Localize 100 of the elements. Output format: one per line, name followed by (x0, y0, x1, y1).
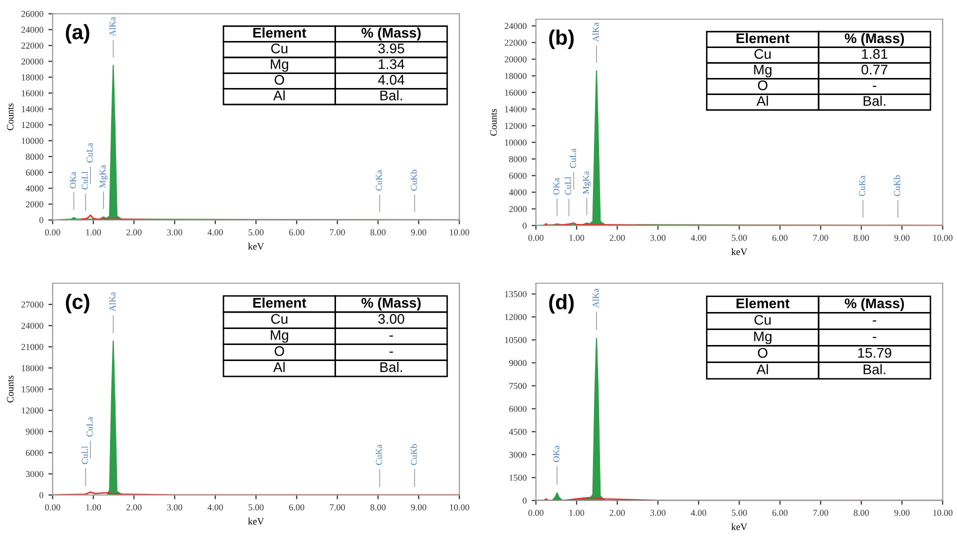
x-tick-label: 4.00 (690, 510, 706, 516)
y-tick-label: 6000 (509, 406, 527, 412)
y-tick-label: 3000 (26, 470, 44, 478)
y-tick-label: 0 (522, 222, 527, 229)
ref-line-label: CuKb (410, 444, 417, 465)
annotation: Bal. (864, 364, 886, 374)
y-tick-label: 6000 (26, 450, 44, 456)
annotation: Bal. (864, 96, 886, 106)
ref-line-label: CuKa (376, 170, 382, 191)
x-tick-label: 2.00 (126, 229, 142, 236)
x-tick-label: 7.00 (813, 510, 828, 516)
y-tick-label: 15000 (22, 386, 44, 392)
ref-line-label: AlKa (592, 22, 599, 42)
x-tick-label: 4.00 (208, 229, 223, 236)
annotation: Bal. (380, 362, 402, 372)
x-axis-title: keV (248, 518, 264, 525)
y-tick-label: 0 (39, 217, 44, 224)
y-tick-label: 2000 (509, 206, 527, 212)
annotation: Mg (270, 59, 288, 72)
ref-line-label: CuLl (564, 176, 572, 195)
ref-line-label: CuLa (570, 148, 576, 168)
x-tick-label: 8.00 (370, 504, 386, 510)
ref-line-label: MgKa (100, 165, 108, 188)
annotation: Element (253, 27, 306, 38)
annotation: Mg (754, 332, 772, 344)
y-tick-label: 24000 (504, 23, 527, 30)
annotation: Al (756, 364, 768, 374)
y-tick-label: 20000 (21, 58, 44, 65)
annotation: Cu (271, 44, 288, 54)
annotation: O (758, 348, 768, 358)
annotation: 3.00 (378, 314, 404, 324)
y-tick-label: 22000 (21, 42, 44, 49)
annotation: O (758, 80, 768, 90)
x-axis-title: keV (731, 523, 748, 530)
y-tick-label: 18000 (22, 365, 44, 372)
y-tick-label: 21000 (21, 344, 44, 350)
y-tick-label: 7500 (509, 382, 527, 389)
x-tick-label: 0.00 (45, 504, 60, 510)
y-tick-label: 1500 (510, 474, 527, 481)
y-tick-label: 8000 (509, 156, 527, 162)
ref-line-label: AlKa (109, 292, 116, 312)
annotation: Element (253, 298, 306, 308)
y-tick-label: 27000 (21, 302, 44, 308)
x-tick-label: 6.00 (772, 510, 788, 516)
x-tick-label: 9.00 (894, 510, 910, 516)
y-tick-label: 0 (522, 498, 527, 504)
y-tick-label: 12000 (22, 407, 44, 414)
y-tick-label: 0 (39, 492, 44, 498)
x-tick-label: 7.00 (330, 504, 345, 510)
y-tick-label: 26000 (21, 10, 44, 17)
x-tick-label: 9.00 (411, 504, 426, 510)
y-tick-label: 2000 (26, 201, 44, 208)
y-axis-title: Counts (6, 376, 14, 402)
x-axis-title: keV (731, 248, 748, 256)
annotation: O (274, 74, 284, 85)
x-tick-label: 3.00 (650, 234, 666, 241)
y-tick-label: 6000 (26, 170, 44, 176)
x-tick-label: 1.00 (86, 504, 101, 510)
annotation: - (872, 86, 876, 87)
y-tick-label: 3000 (509, 452, 527, 458)
x-axis-title: keV (248, 242, 264, 250)
annotation: Al (756, 96, 768, 106)
x-tick-label: 7.00 (330, 229, 345, 236)
ref-line-label: CuKa (859, 175, 866, 196)
x-tick-label: 2.00 (126, 504, 142, 510)
x-tick-label: 5.00 (732, 510, 747, 516)
y-tick-label: 14000 (505, 106, 527, 112)
annotation: % (Mass) (844, 32, 904, 46)
ref-line-label: CuLa (86, 143, 93, 163)
annotation: Cu (754, 49, 771, 59)
annotation: Al (273, 90, 285, 100)
x-tick-label: 3.00 (167, 504, 182, 510)
y-tick-label: 9000 (26, 428, 44, 435)
x-tick-label: 5.00 (248, 504, 264, 510)
x-tick-label: 6.00 (772, 234, 788, 241)
annotation: Cu (271, 314, 288, 324)
x-tick-label: 0.00 (528, 234, 544, 241)
y-tick-label: 22000 (504, 40, 527, 46)
y-tick-label: 4000 (509, 189, 527, 196)
x-tick-label: 1.00 (569, 510, 584, 516)
y-tick-label: 12000 (22, 122, 44, 128)
annotation: Element (736, 32, 790, 44)
chart-title: (c) (66, 294, 90, 314)
x-tick-label: 2.00 (610, 234, 625, 241)
ref-line-label: OKa (553, 446, 560, 462)
x-tick-label: 10.00 (933, 234, 952, 241)
x-tick-label: 10.00 (450, 229, 470, 236)
x-tick-label: 8.00 (854, 234, 869, 241)
x-tick-label: 6.00 (289, 229, 304, 236)
chart-title: (b) (549, 30, 574, 49)
annotation: Al (273, 362, 285, 372)
x-tick-label: 10.00 (933, 510, 952, 516)
ref-line-label: AlKa (109, 17, 116, 36)
y-tick-label: 10000 (22, 138, 44, 144)
y-axis-title: Counts (6, 103, 14, 130)
ref-line-label: CuLl (81, 171, 88, 190)
x-tick-label: 7.00 (813, 234, 828, 241)
annotation: Cu (754, 314, 771, 325)
annotation: % (Mass) (361, 298, 421, 310)
annotation: % (Mass) (361, 27, 421, 40)
